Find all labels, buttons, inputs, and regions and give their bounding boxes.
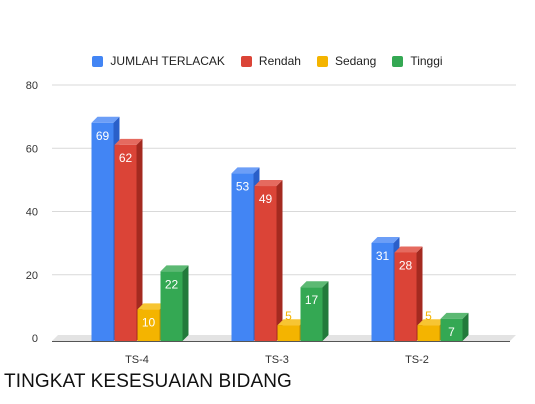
legend-item: JUMLAH TERLACAK (92, 54, 225, 68)
y-tick-label: 0 (32, 333, 38, 345)
bar-top (160, 265, 189, 272)
bar (300, 281, 329, 341)
bar-front (137, 309, 160, 341)
legend-label: Tinggi (410, 54, 443, 68)
bar-top (371, 236, 400, 243)
y-tick-label: 40 (26, 207, 38, 219)
bar-top (91, 116, 120, 123)
chart-title: TINGKAT KESESUAIAN BIDANG (4, 371, 292, 392)
bar (160, 265, 189, 341)
bar-top (300, 281, 329, 288)
bar-front (231, 173, 254, 341)
bar-top (231, 167, 260, 174)
x-tick-label: TS-3 (265, 354, 289, 366)
bar (440, 312, 469, 341)
y-tick-label: 80 (26, 80, 38, 92)
bar-top (417, 319, 446, 326)
legend-item: Sedang (316, 54, 377, 68)
legend-label: Rendah (258, 54, 301, 68)
legend-swatch (240, 55, 252, 67)
data-label: 69 (96, 129, 110, 143)
bar (114, 138, 143, 341)
legend-label: JUMLAH TERLACAK (110, 54, 225, 68)
data-label: 53 (236, 179, 250, 193)
bar-front (394, 252, 417, 341)
bar-side (182, 265, 189, 341)
bar-front (417, 325, 440, 341)
legend-label: Sedang (334, 54, 377, 68)
bar-top (440, 312, 469, 319)
legend: JUMLAH TERLACAK Rendah Sedang Tinggi (0, 54, 535, 68)
legend-swatch (92, 55, 104, 67)
bar-side (322, 281, 329, 341)
bar-top (114, 138, 143, 145)
bar-front (254, 186, 277, 341)
data-label: 5 (425, 309, 432, 323)
legend-swatch (316, 55, 328, 67)
data-label: 28 (399, 258, 413, 272)
bar-side (136, 138, 143, 341)
x-tick-label: TS-2 (405, 354, 429, 366)
y-tick-label: 60 (26, 143, 38, 155)
legend-swatch (392, 55, 404, 67)
data-label: 7 (448, 325, 455, 339)
bar-front (277, 325, 300, 341)
bar-side (276, 180, 283, 341)
data-label: 17 (305, 293, 319, 307)
legend-item: Tinggi (392, 54, 443, 68)
bar-front (440, 318, 463, 341)
x-tick-label: TS-4 (125, 354, 149, 366)
data-label: 5 (285, 309, 292, 323)
data-label: 49 (259, 192, 273, 206)
bar-side (462, 312, 469, 341)
bar-top (277, 319, 306, 326)
legend-item: Rendah (240, 54, 301, 68)
bar (254, 180, 283, 341)
data-label: 31 (376, 249, 390, 263)
bar-front (371, 242, 394, 341)
bar-top (394, 246, 423, 253)
bar-front (114, 144, 137, 341)
data-label: 10 (142, 315, 156, 329)
bar-top (137, 303, 166, 310)
y-tick-label: 20 (26, 270, 38, 282)
bar-front (160, 271, 183, 341)
bar-front (300, 287, 323, 341)
bar (394, 246, 423, 341)
bar-top (254, 180, 283, 187)
bar-side (416, 246, 423, 341)
data-label: 22 (165, 277, 179, 291)
data-label: 62 (119, 151, 133, 165)
bar-front (91, 122, 114, 341)
